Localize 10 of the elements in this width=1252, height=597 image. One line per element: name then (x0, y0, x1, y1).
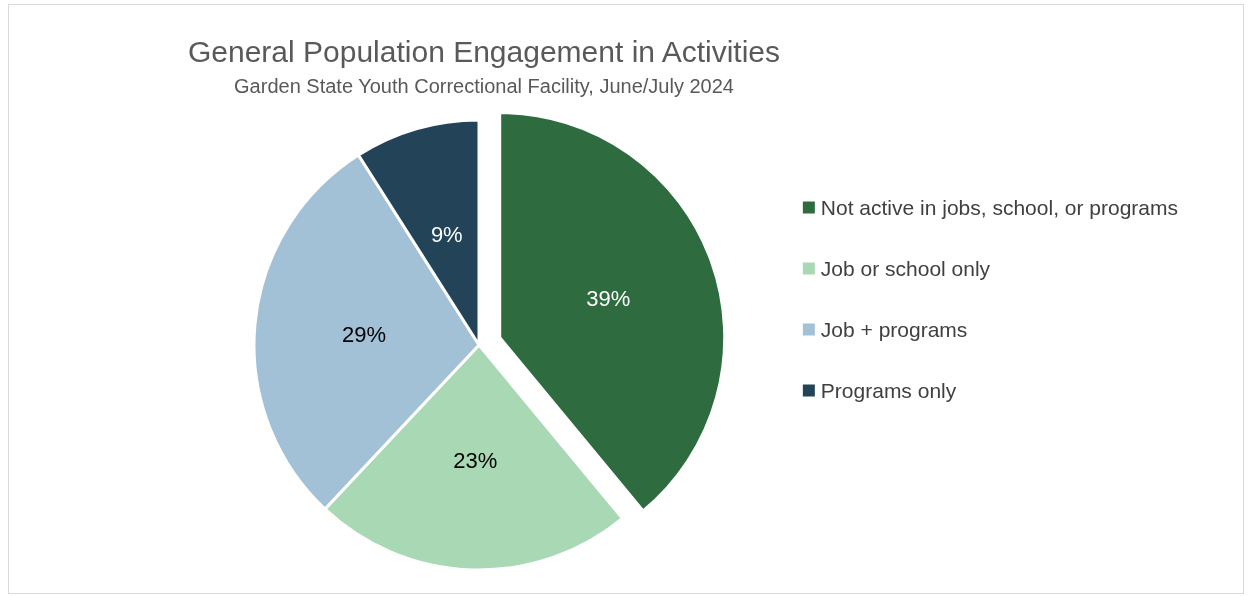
legend-label: Job or school only (820, 257, 991, 280)
legend-label: Job + programs (820, 318, 968, 341)
legend-label: Not active in jobs, school, or programs (820, 196, 1178, 219)
data-label: 29% (341, 321, 387, 347)
legend-label: Programs only (820, 379, 957, 402)
data-label: 39% (586, 285, 631, 311)
chart-title: General Population Engagement in Activities (187, 34, 781, 68)
data-label: 9% (430, 221, 463, 247)
data-label: 23% (453, 447, 498, 473)
chart-subtitle: Garden State Youth Correctional Facility, June/July 2024 (234, 75, 734, 97)
